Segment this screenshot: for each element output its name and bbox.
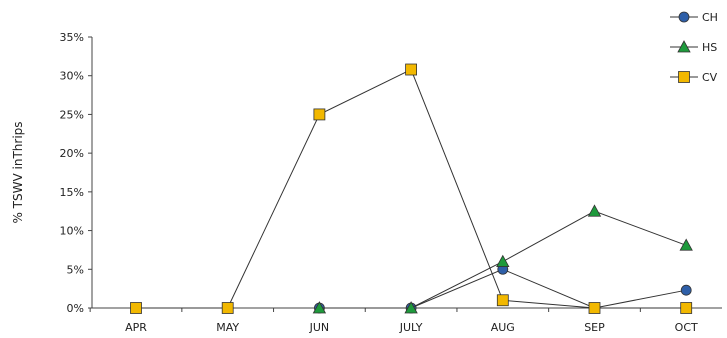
data-point-cv bbox=[680, 302, 693, 314]
data-point-hs bbox=[496, 254, 510, 267]
legend-item-cv: CV bbox=[670, 71, 718, 84]
data-point-cv bbox=[130, 302, 142, 314]
data-point-hs bbox=[587, 204, 602, 217]
series-layer bbox=[130, 63, 693, 314]
data-point-cv bbox=[221, 302, 234, 314]
x-tick-label: AUG bbox=[491, 321, 515, 334]
y-tick-label: 0% bbox=[67, 302, 84, 315]
y-tick-label: 35% bbox=[60, 31, 84, 44]
legend-marker bbox=[677, 40, 691, 53]
x-tick-label: JULY bbox=[399, 321, 423, 334]
legend-label: CH bbox=[702, 11, 718, 24]
y-tick-label: 30% bbox=[60, 70, 84, 83]
y-axis-title: % TSWV inThrips bbox=[11, 121, 25, 223]
data-point-cv bbox=[588, 302, 601, 314]
legend-label: HS bbox=[702, 41, 717, 54]
x-tick-label: SEP bbox=[584, 321, 605, 334]
x-tick-label: APR bbox=[125, 321, 147, 334]
x-tick-label: MAY bbox=[216, 321, 239, 334]
series-hs bbox=[312, 204, 693, 314]
x-axis-ticks: APR MAY JUN JULY AUG SEP OCT bbox=[89, 308, 698, 334]
data-point-hs bbox=[404, 301, 418, 314]
data-point-cv bbox=[405, 63, 418, 76]
legend-label: CV bbox=[702, 71, 718, 84]
data-point-cv bbox=[313, 108, 326, 121]
data-point-cv bbox=[496, 294, 509, 307]
data-point-ch bbox=[680, 284, 692, 296]
x-tick-label: JUN bbox=[309, 321, 330, 334]
y-axis-ticks: 0% 5% 10% 15% 20% 25% 30% 35% bbox=[60, 31, 92, 315]
legend: CH HS CV bbox=[670, 11, 718, 84]
axes bbox=[91, 37, 722, 309]
y-tick-label: 25% bbox=[60, 108, 84, 121]
data-point-hs bbox=[312, 301, 327, 314]
data-point-hs bbox=[679, 238, 693, 251]
legend-marker bbox=[678, 71, 690, 83]
series-cv bbox=[130, 63, 693, 314]
legend-item-ch: CH bbox=[670, 11, 718, 24]
series-line-cv bbox=[136, 68, 687, 309]
y-tick-label: 20% bbox=[60, 147, 84, 160]
y-tick-label: 10% bbox=[60, 225, 84, 238]
y-tick-label: 5% bbox=[67, 263, 84, 276]
y-tick-label: 15% bbox=[60, 186, 84, 199]
legend-marker bbox=[678, 11, 690, 23]
legend-item-hs: HS bbox=[670, 40, 717, 54]
x-tick-label: OCT bbox=[675, 321, 698, 334]
